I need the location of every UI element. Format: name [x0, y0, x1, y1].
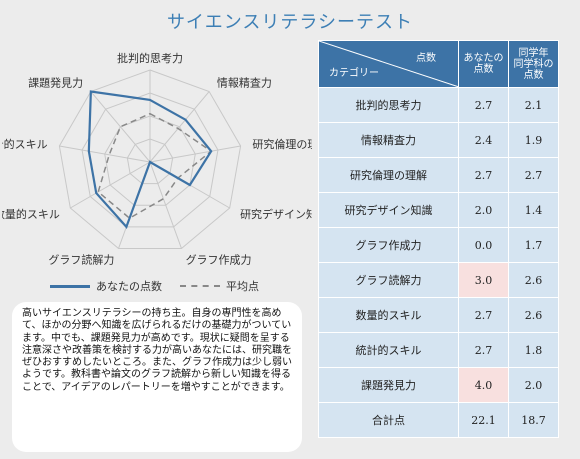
radar-grid-ring: [81, 92, 219, 228]
table-row: 研究デザイン知識 2.0 1.4: [318, 192, 559, 228]
result-description: 高いサイエンスリテラシーの持ち主。自身の専門性を高めて、ほかの分野へ知識を広げら…: [12, 302, 302, 452]
radar-spoke: [90, 91, 151, 163]
radar-spoke: [149, 145, 241, 163]
legend-average-label: 平均点: [226, 280, 259, 293]
radar-category-label: 課題発見力: [28, 75, 83, 89]
your-score-cell: 2.7: [458, 87, 509, 123]
radar-category-label: 統計的スキル: [2, 137, 48, 151]
table-row: 合計点 22.1 18.7: [318, 402, 559, 438]
your-score-cell: 22.1: [458, 402, 509, 438]
radar-spoke: [70, 161, 151, 209]
peer-score-cell: 2.6: [508, 297, 559, 333]
your-score-cell: 2.0: [458, 192, 509, 228]
your-score-cell: 4.0: [458, 367, 509, 403]
radar-chart: 批判的思考力情報精査力研究倫理の理解研究デザイン知識グラフ作成力 グラフ読解力 数量…: [2, 42, 312, 292]
category-cell: 研究デザイン知識: [318, 192, 459, 228]
radar-category-label: 数量的スキル: [2, 207, 60, 221]
table-row: 課題発見力 4.0 2.0: [318, 367, 559, 403]
category-cell: 研究倫理の理解: [318, 157, 459, 193]
radar-category-label: グラフ読解力: [48, 253, 114, 267]
table-row: グラフ読解力 3.0 2.6: [318, 262, 559, 298]
peer-score-cell: 18.7: [508, 402, 559, 438]
table-row: 情報精査力 2.4 1.9: [318, 122, 559, 158]
table-row: グラフ作成力 0.0 1.7: [318, 227, 559, 263]
radar-category-label: 研究倫理の理解: [252, 137, 312, 151]
radar-category-label: 情報精査力: [217, 75, 272, 89]
radar-grid-ring: [58, 69, 242, 249]
header-you-label: あなたの 点数: [463, 53, 504, 75]
peer-score-cell: 2.7: [508, 157, 559, 193]
your-score-cell: 3.0: [458, 262, 509, 298]
radar-category-label: 研究デザイン知識: [240, 207, 312, 221]
radar-series-average: [97, 112, 213, 220]
page-title: サイエンスリテラシーテスト: [166, 12, 414, 33]
peer-score-cell: 2.0: [508, 367, 559, 403]
legend-item-score: あなたの点数: [50, 278, 162, 294]
radar-spoke: [59, 145, 151, 163]
header-score-label: 点数: [416, 53, 436, 64]
legend-item-average: 平均点: [180, 278, 259, 294]
radar-category-label: グラフ作成力: [186, 253, 252, 267]
category-cell: 合計点: [318, 402, 459, 438]
header-category-label: カテゴリー: [329, 68, 379, 79]
score-table: 点数 カテゴリー あなたの 点数 同学年 同学科の 点数 批判的思考力 2.7 2.1 情報…: [318, 40, 559, 438]
your-score-cell: 2.7: [458, 332, 509, 368]
category-cell: 統計的スキル: [318, 332, 459, 368]
legend-dashed-swatch: [180, 285, 220, 287]
radar-chart-svg: 批判的思考力情報精査力研究倫理の理解研究デザイン知識グラフ作成力 グラフ読解力 数量…: [2, 51, 312, 267]
table-row: 研究倫理の理解 2.7 2.7: [318, 157, 559, 193]
header-peer-label: 同学年 同学科の 点数: [513, 47, 554, 81]
table-row: 数量的スキル 2.7 2.6: [318, 297, 559, 333]
table-row: 批判的思考力 2.7 2.1: [318, 87, 559, 123]
header-peer: 同学年 同学科の 点数: [508, 40, 559, 88]
peer-score-cell: 1.8: [508, 332, 559, 368]
your-score-cell: 2.7: [458, 297, 509, 333]
radar-series-score: [87, 90, 213, 229]
chart-legend: あなたの点数 平均点: [40, 278, 300, 296]
your-score-cell: 2.7: [458, 157, 509, 193]
peer-score-cell: 1.4: [508, 192, 559, 228]
your-score-cell: 0.0: [458, 227, 509, 263]
category-cell: 批判的思考力: [318, 87, 459, 123]
category-cell: 情報精査力: [318, 122, 459, 158]
category-cell: 課題発見力: [318, 367, 459, 403]
legend-solid-swatch: [50, 284, 90, 288]
category-cell: グラフ読解力: [318, 262, 459, 298]
header-you: あなたの 点数: [458, 40, 509, 88]
category-cell: グラフ作成力: [318, 227, 459, 263]
peer-score-cell: 2.1: [508, 87, 559, 123]
radar-grid-ring: [104, 115, 196, 206]
your-score-cell: 2.4: [458, 122, 509, 158]
radar-category-label: 批判的思考力: [117, 51, 183, 65]
legend-score-label: あなたの点数: [96, 280, 162, 293]
table-row: 統計的スキル 2.7 1.8: [318, 332, 559, 368]
peer-score-cell: 1.9: [508, 122, 559, 158]
header-corner-cell: 点数 カテゴリー: [318, 40, 459, 88]
radar-spoke: [149, 161, 182, 249]
peer-score-cell: 2.6: [508, 262, 559, 298]
radar-spoke: [149, 91, 210, 163]
category-cell: 数量的スキル: [318, 297, 459, 333]
peer-score-cell: 1.7: [508, 227, 559, 263]
radar-grid-ring: [126, 138, 174, 185]
header-diagonal-line: [319, 41, 458, 87]
